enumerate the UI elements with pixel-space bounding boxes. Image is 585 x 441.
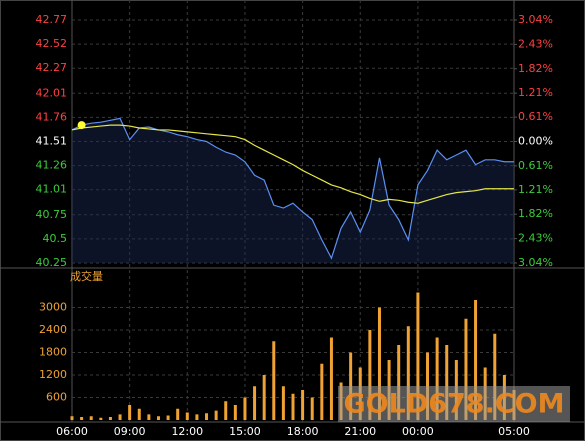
volume-bar — [464, 318, 468, 420]
volume-bar — [224, 401, 228, 420]
x-tick-label: 05:00 — [498, 425, 530, 438]
x-tick-label: 18:00 — [287, 425, 319, 438]
x-tick-label: 06:00 — [56, 425, 88, 438]
x-tick-label: 21:00 — [344, 425, 376, 438]
y-tick-label: 41.51 — [36, 135, 68, 148]
volume-title: 成交量 — [70, 269, 103, 283]
y-tick-label: 42.52 — [36, 37, 68, 50]
y2-tick-label: 1.21% — [518, 183, 553, 196]
volume-bar — [435, 337, 439, 420]
volume-bar — [147, 414, 151, 420]
y2-tick-label: 1.82% — [518, 62, 553, 75]
y2-tick-label: 3.04% — [518, 13, 553, 26]
y2-tick-label: 0.00% — [518, 135, 553, 148]
y-tick-label: 41.76 — [36, 110, 68, 123]
volume-bar — [272, 341, 276, 420]
y-tick-label: 2400 — [39, 323, 67, 336]
price-area — [72, 118, 514, 263]
volume-bar — [493, 333, 497, 420]
volume-bar — [320, 363, 324, 420]
volume-bar — [377, 307, 381, 420]
volume-bar — [176, 408, 180, 420]
watermark: GOLD678.COM — [338, 386, 570, 422]
volume-bar — [397, 345, 401, 420]
volume-bar — [80, 417, 84, 420]
volume-bar — [243, 397, 247, 420]
y-tick-label: 1800 — [39, 346, 67, 359]
volume-bar — [253, 386, 257, 420]
volume-bar — [118, 414, 122, 420]
hover-point — [77, 121, 86, 130]
volume-bar — [89, 416, 93, 420]
volume-bar — [416, 292, 420, 420]
volume-bar — [406, 326, 410, 420]
x-tick-label: 15:00 — [229, 425, 261, 438]
volume-bar — [195, 414, 199, 420]
y-tick-label: 42.01 — [36, 86, 68, 99]
y-tick-label: 42.77 — [36, 13, 68, 26]
y-tick-label: 1200 — [39, 368, 67, 381]
y-tick-label: 41.01 — [36, 183, 68, 196]
volume-bar — [214, 410, 218, 420]
y2-tick-label: 3.04% — [518, 256, 553, 269]
y-tick-label: 42.27 — [36, 61, 68, 74]
watermark-box — [338, 386, 570, 422]
y2-tick-label: 2.43% — [518, 37, 553, 50]
volume-bar — [310, 397, 314, 420]
series-line — [71, 117, 514, 260]
x-tick-label: 12:00 — [171, 425, 203, 438]
y2-tick-label: 2.43% — [518, 232, 553, 245]
x-tick-label: 00:00 — [402, 425, 434, 438]
volume-bar — [281, 386, 285, 420]
y2-tick-label: 1.82% — [518, 207, 553, 220]
x-tick-label: 09:00 — [114, 425, 146, 438]
y-tick-label: 3000 — [39, 301, 67, 314]
y2-tick-label: 0.61% — [518, 159, 553, 172]
series-line — [71, 124, 514, 204]
y2-tick-label: 1.21% — [518, 86, 553, 99]
volume-bar — [262, 375, 266, 420]
y2-tick-label: 0.61% — [518, 110, 553, 123]
volume-bar — [137, 408, 141, 420]
volume-bar — [128, 405, 132, 420]
volume-bar — [185, 412, 189, 420]
volume-bar — [70, 416, 74, 420]
volume-bar — [156, 416, 160, 420]
volume-bar — [301, 390, 305, 420]
volume-bar — [368, 330, 372, 420]
volume-bar — [205, 413, 209, 420]
y-tick-label: 40.25 — [36, 256, 68, 269]
y-tick-label: 41.26 — [36, 159, 68, 172]
volume-bar — [445, 345, 449, 420]
volume-bar — [233, 405, 237, 420]
y-tick-label: 40.5 — [43, 232, 68, 245]
watermark-text: GOLD678.COM — [344, 389, 565, 420]
volume-bar — [329, 337, 333, 420]
y-tick-label: 40.75 — [36, 208, 68, 221]
volume-bar — [166, 415, 170, 420]
volume-bar — [291, 393, 295, 420]
volume-bar — [99, 417, 103, 420]
volume-bar — [108, 417, 112, 420]
volume-bar — [474, 300, 478, 420]
y-tick-label: 600 — [46, 391, 67, 404]
